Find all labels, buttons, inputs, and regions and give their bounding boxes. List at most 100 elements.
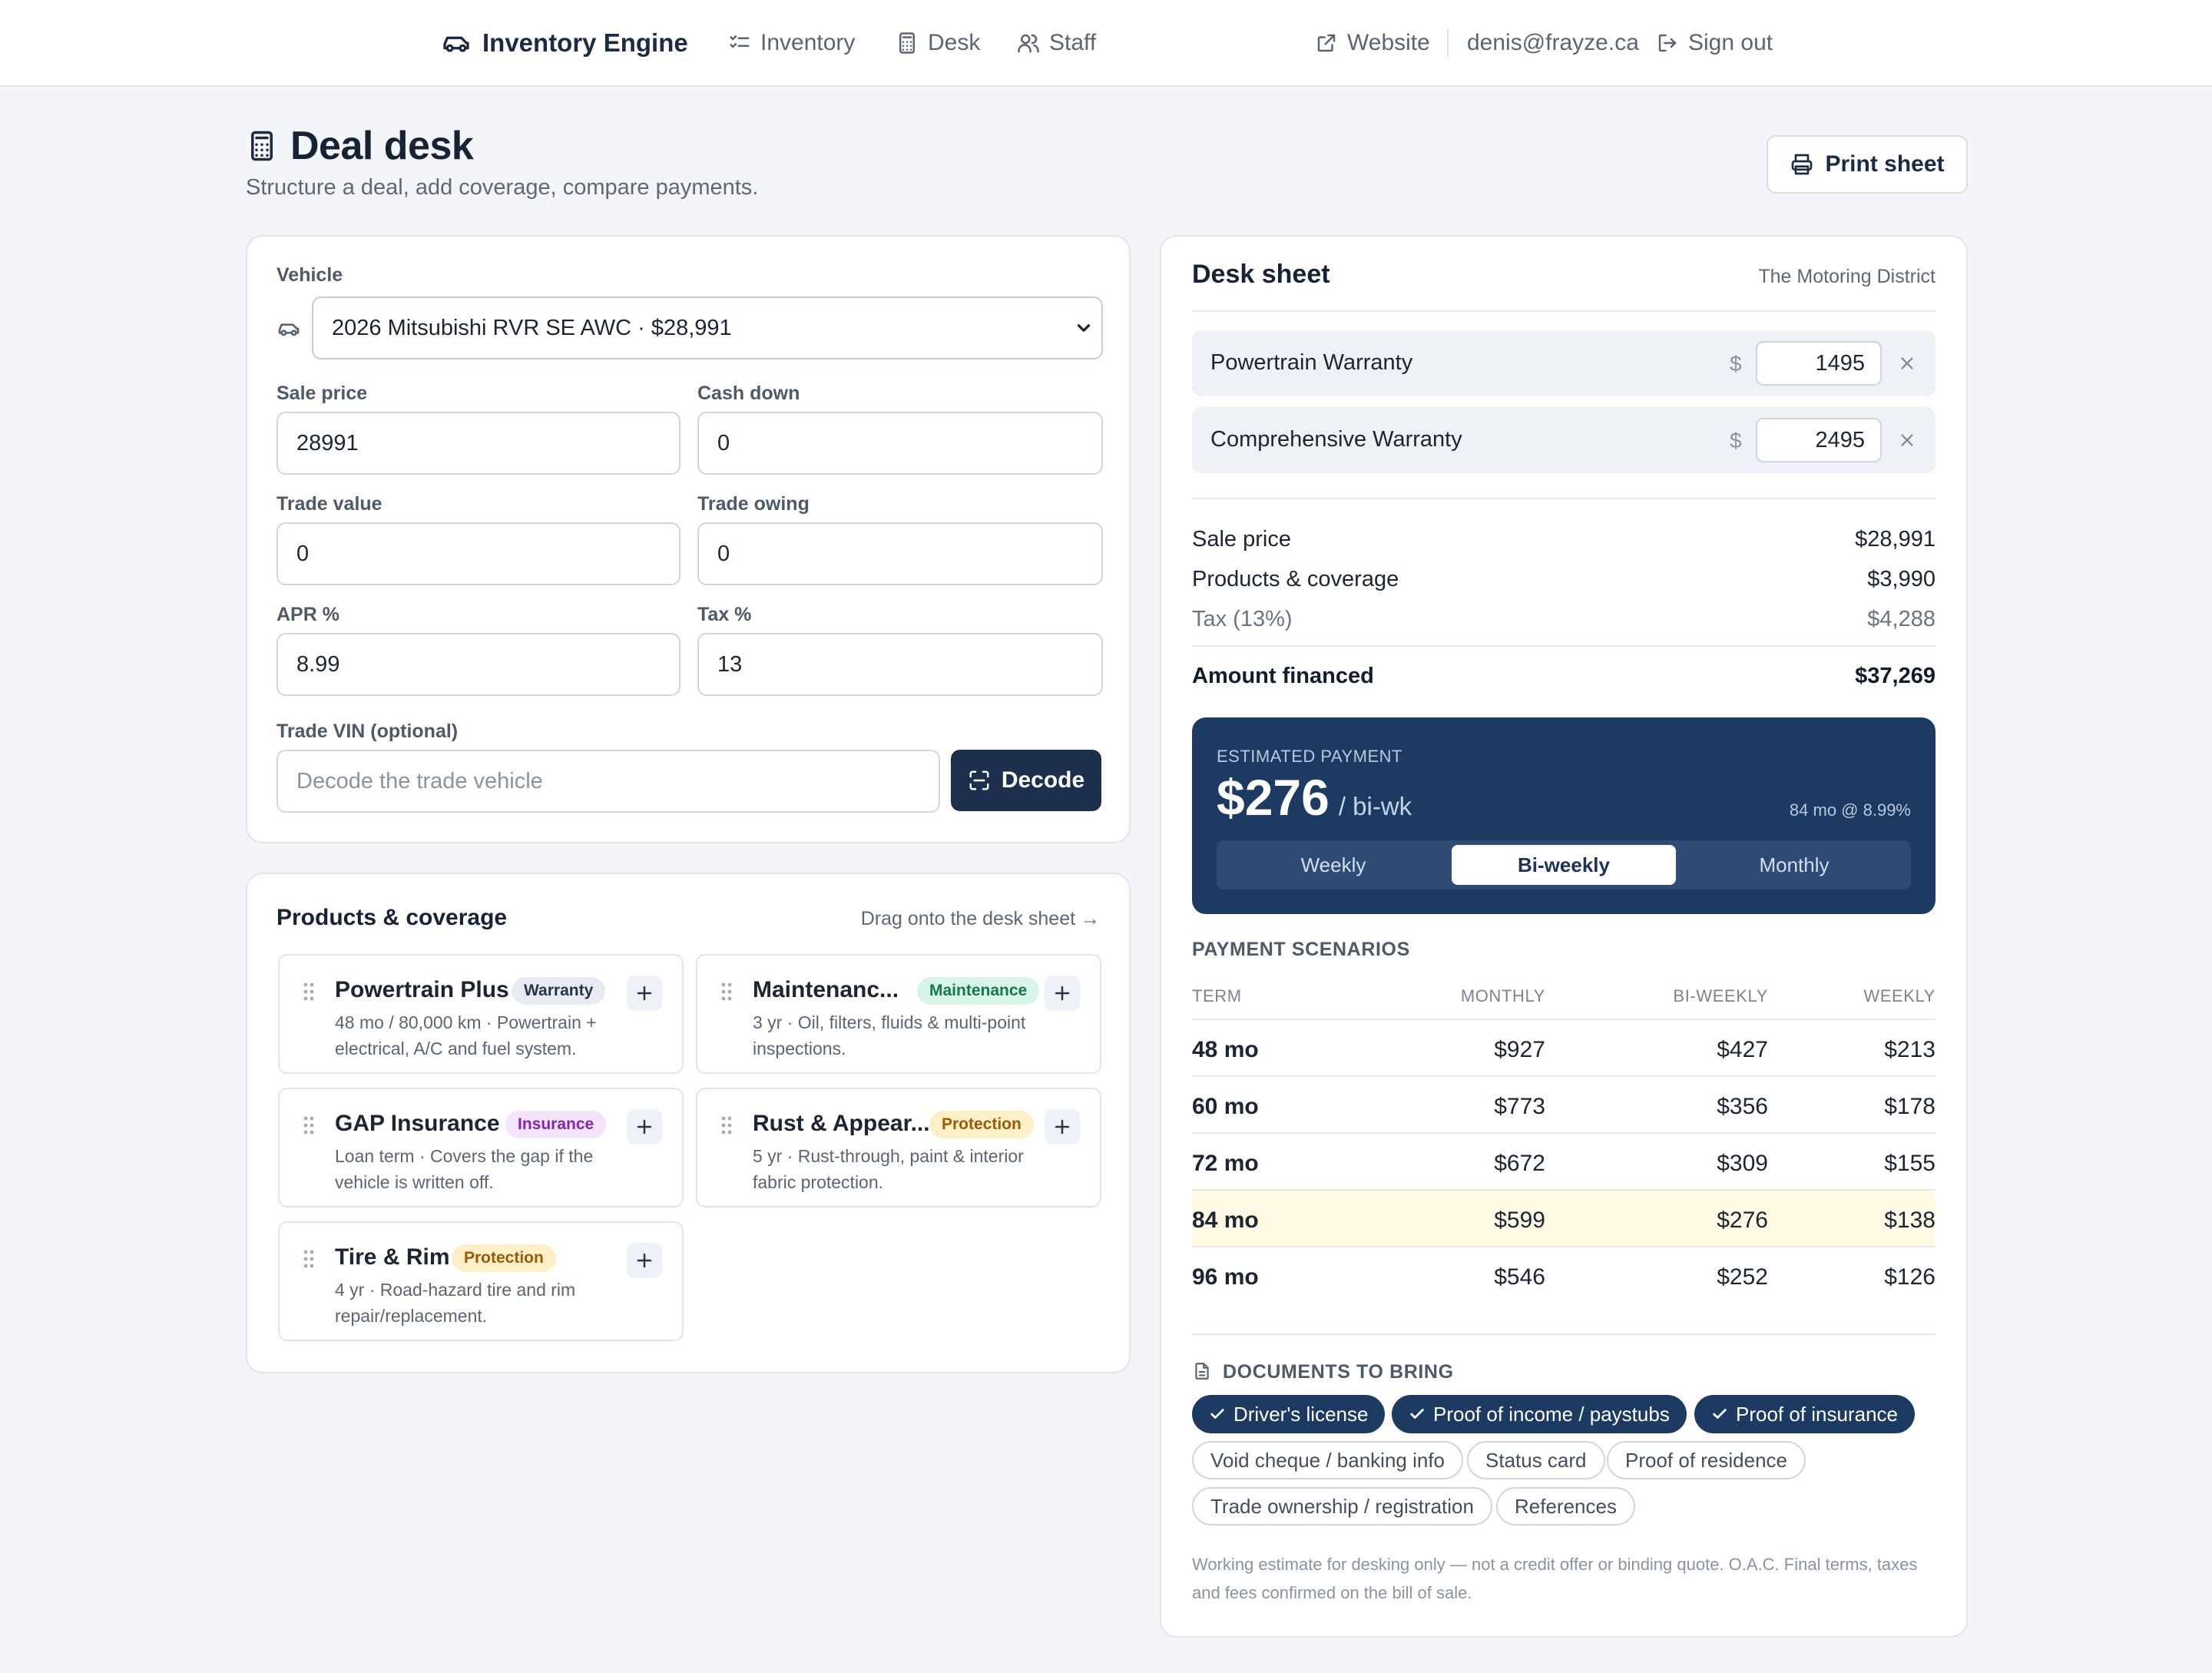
- weekly-cell: $178: [1884, 1094, 1936, 1119]
- coverage-amount-input[interactable]: 1495: [1756, 341, 1882, 386]
- trade-owing-input[interactable]: 0: [697, 522, 1103, 585]
- add-product-button[interactable]: [1045, 976, 1080, 1011]
- decode-label: Decode: [1001, 767, 1085, 793]
- chevron-down-icon: [1077, 324, 1091, 332]
- nav-desk-label: Desk: [928, 30, 981, 55]
- dealer-name: The Motoring District: [1758, 266, 1936, 287]
- document-chip[interactable]: Void cheque / banking info: [1192, 1441, 1464, 1479]
- monthly-cell: $599: [1494, 1208, 1545, 1233]
- close-icon[interactable]: [1897, 353, 1917, 373]
- document-chip-label: Proof of insurance: [1736, 1402, 1899, 1426]
- drag-handle-icon[interactable]: [303, 1249, 315, 1269]
- add-product-button[interactable]: [627, 976, 662, 1011]
- check-icon: [1410, 1409, 1424, 1419]
- column-header-monthly: MONTHLY: [1460, 986, 1545, 1005]
- product-card-maintenance[interactable]: Maintenanc... Maintenance 3 yr · Oil, fi…: [696, 954, 1101, 1074]
- nav-staff[interactable]: Staff: [1017, 26, 1096, 60]
- summary-value: $28,991: [1855, 527, 1936, 552]
- close-icon[interactable]: [1897, 430, 1917, 450]
- brand-name: Inventory Engine: [482, 28, 688, 57]
- frequency-bi-weekly[interactable]: Bi-weekly: [1452, 845, 1676, 885]
- product-name: Rust & Appear...: [753, 1111, 930, 1136]
- sale-price-label: Sale price: [276, 383, 368, 404]
- estimate-term: 84 mo @ 8.99%: [1789, 800, 1911, 820]
- sign-out-label: Sign out: [1688, 30, 1773, 55]
- trade-vin-label: Trade VIN (optional): [276, 721, 459, 742]
- decode-button[interactable]: Decode: [951, 750, 1101, 811]
- trade-vin-input[interactable]: Decode the trade vehicle: [276, 750, 940, 813]
- page-header: Deal desk Structure a deal, add coverage…: [246, 123, 758, 200]
- coverage-name: Powertrain Warranty: [1210, 350, 1413, 375]
- add-product-button[interactable]: [627, 1109, 662, 1145]
- frequency-monthly[interactable]: Monthly: [1759, 853, 1830, 876]
- product-card-rust-appearance[interactable]: Rust & Appear... Protection 5 yr · Rust-…: [696, 1088, 1101, 1208]
- drag-handle-icon[interactable]: [303, 1115, 315, 1135]
- vehicle-select-value: 2026 Mitsubishi RVR SE AWC · $28,991: [332, 315, 732, 340]
- brand-link[interactable]: Inventory Engine: [441, 26, 688, 60]
- product-description: 48 mo / 80,000 km · Powertrain + electri…: [335, 1012, 597, 1058]
- bi-weekly-cell: $356: [1717, 1094, 1768, 1119]
- summary-label: Tax (13%): [1192, 607, 1293, 631]
- printer-icon: [1792, 154, 1813, 175]
- estimate-label: ESTIMATED PAYMENT: [1217, 747, 1402, 766]
- product-name: Tire & Rim: [335, 1244, 450, 1270]
- vehicle-label: Vehicle: [276, 264, 343, 286]
- add-product-button[interactable]: [1045, 1109, 1080, 1145]
- products-card: Products & coverage Drag onto the desk s…: [246, 873, 1131, 1373]
- website-label: Website: [1347, 30, 1430, 55]
- product-badge: Warranty: [512, 977, 606, 1005]
- trade-value-input[interactable]: 0: [276, 522, 680, 585]
- coverage-row[interactable]: Comprehensive Warranty $ 2495: [1192, 407, 1936, 473]
- currency-symbol: $: [1730, 429, 1742, 452]
- add-product-button[interactable]: [627, 1243, 662, 1278]
- table-row: 96 mo $546 $252 $126: [1192, 1246, 1936, 1303]
- print-sheet-label: Print sheet: [1825, 151, 1945, 177]
- nav-inventory-label: Inventory: [760, 30, 856, 55]
- estimate-amount: $276: [1217, 769, 1330, 826]
- product-description: 3 yr · Oil, filters, fluids & multi-poin…: [753, 1012, 1026, 1058]
- drag-handle-icon[interactable]: [720, 982, 733, 1002]
- nav-staff-label: Staff: [1049, 30, 1097, 55]
- vehicle-select[interactable]: 2026 Mitsubishi RVR SE AWC · $28,991: [312, 297, 1103, 359]
- nav-inventory[interactable]: Inventory: [728, 26, 855, 60]
- cash-down-input[interactable]: 0: [697, 412, 1103, 475]
- plus-icon: [1055, 986, 1070, 1001]
- coverage-row[interactable]: Powertrain Warranty $ 1495: [1192, 330, 1936, 396]
- product-card-powertrain-plus[interactable]: Powertrain Plus Warranty 48 mo / 80,000 …: [278, 954, 684, 1074]
- log-out-icon: [1658, 34, 1677, 52]
- tax-input[interactable]: 13: [697, 633, 1103, 696]
- document-chip[interactable]: Proof of income / paystubs: [1392, 1395, 1687, 1433]
- car-icon: [443, 36, 469, 52]
- document-chip[interactable]: Proof of insurance: [1694, 1395, 1916, 1433]
- page-title: Deal desk: [290, 124, 474, 168]
- website-link[interactable]: Website: [1315, 26, 1430, 60]
- users-icon: [1018, 34, 1039, 53]
- apr-input[interactable]: 8.99: [276, 633, 680, 696]
- table-row: 60 mo $773 $356 $178: [1192, 1075, 1936, 1132]
- sale-price-input[interactable]: 28991: [276, 412, 680, 475]
- drag-handle-icon[interactable]: [303, 982, 315, 1002]
- document-chip[interactable]: Status card: [1467, 1441, 1605, 1479]
- document-chip-label: Trade ownership / registration: [1210, 1494, 1474, 1518]
- drag-handle-icon[interactable]: [720, 1115, 733, 1135]
- document-chip-label: Proof of residence: [1625, 1448, 1788, 1472]
- coverage-amount-input[interactable]: 2495: [1756, 418, 1882, 462]
- table-row: 72 mo $672 $309 $155: [1192, 1132, 1936, 1189]
- sign-out-button[interactable]: Sign out: [1656, 26, 1773, 60]
- product-card-gap-insurance[interactable]: GAP Insurance Insurance Loan term · Cove…: [278, 1088, 684, 1208]
- calculator-icon: [251, 131, 273, 161]
- document-chip[interactable]: References: [1496, 1487, 1635, 1526]
- document-chip[interactable]: Proof of residence: [1607, 1441, 1806, 1479]
- product-badge: Maintenance: [917, 977, 1040, 1005]
- print-sheet-button[interactable]: Print sheet: [1767, 135, 1968, 194]
- plus-icon: [1055, 1119, 1070, 1135]
- frequency-weekly[interactable]: Weekly: [1300, 853, 1366, 876]
- nav-desk[interactable]: Desk: [896, 26, 980, 60]
- document-chip-label: Driver's license: [1233, 1402, 1369, 1426]
- bi-weekly-cell: $252: [1717, 1264, 1768, 1290]
- monthly-cell: $672: [1494, 1151, 1545, 1176]
- document-chip[interactable]: Driver's license: [1192, 1395, 1386, 1433]
- document-chip[interactable]: Trade ownership / registration: [1192, 1487, 1492, 1526]
- monthly-cell: $546: [1494, 1264, 1545, 1290]
- product-card-tire-rim[interactable]: Tire & Rim Protection 4 yr · Road-hazard…: [278, 1221, 684, 1341]
